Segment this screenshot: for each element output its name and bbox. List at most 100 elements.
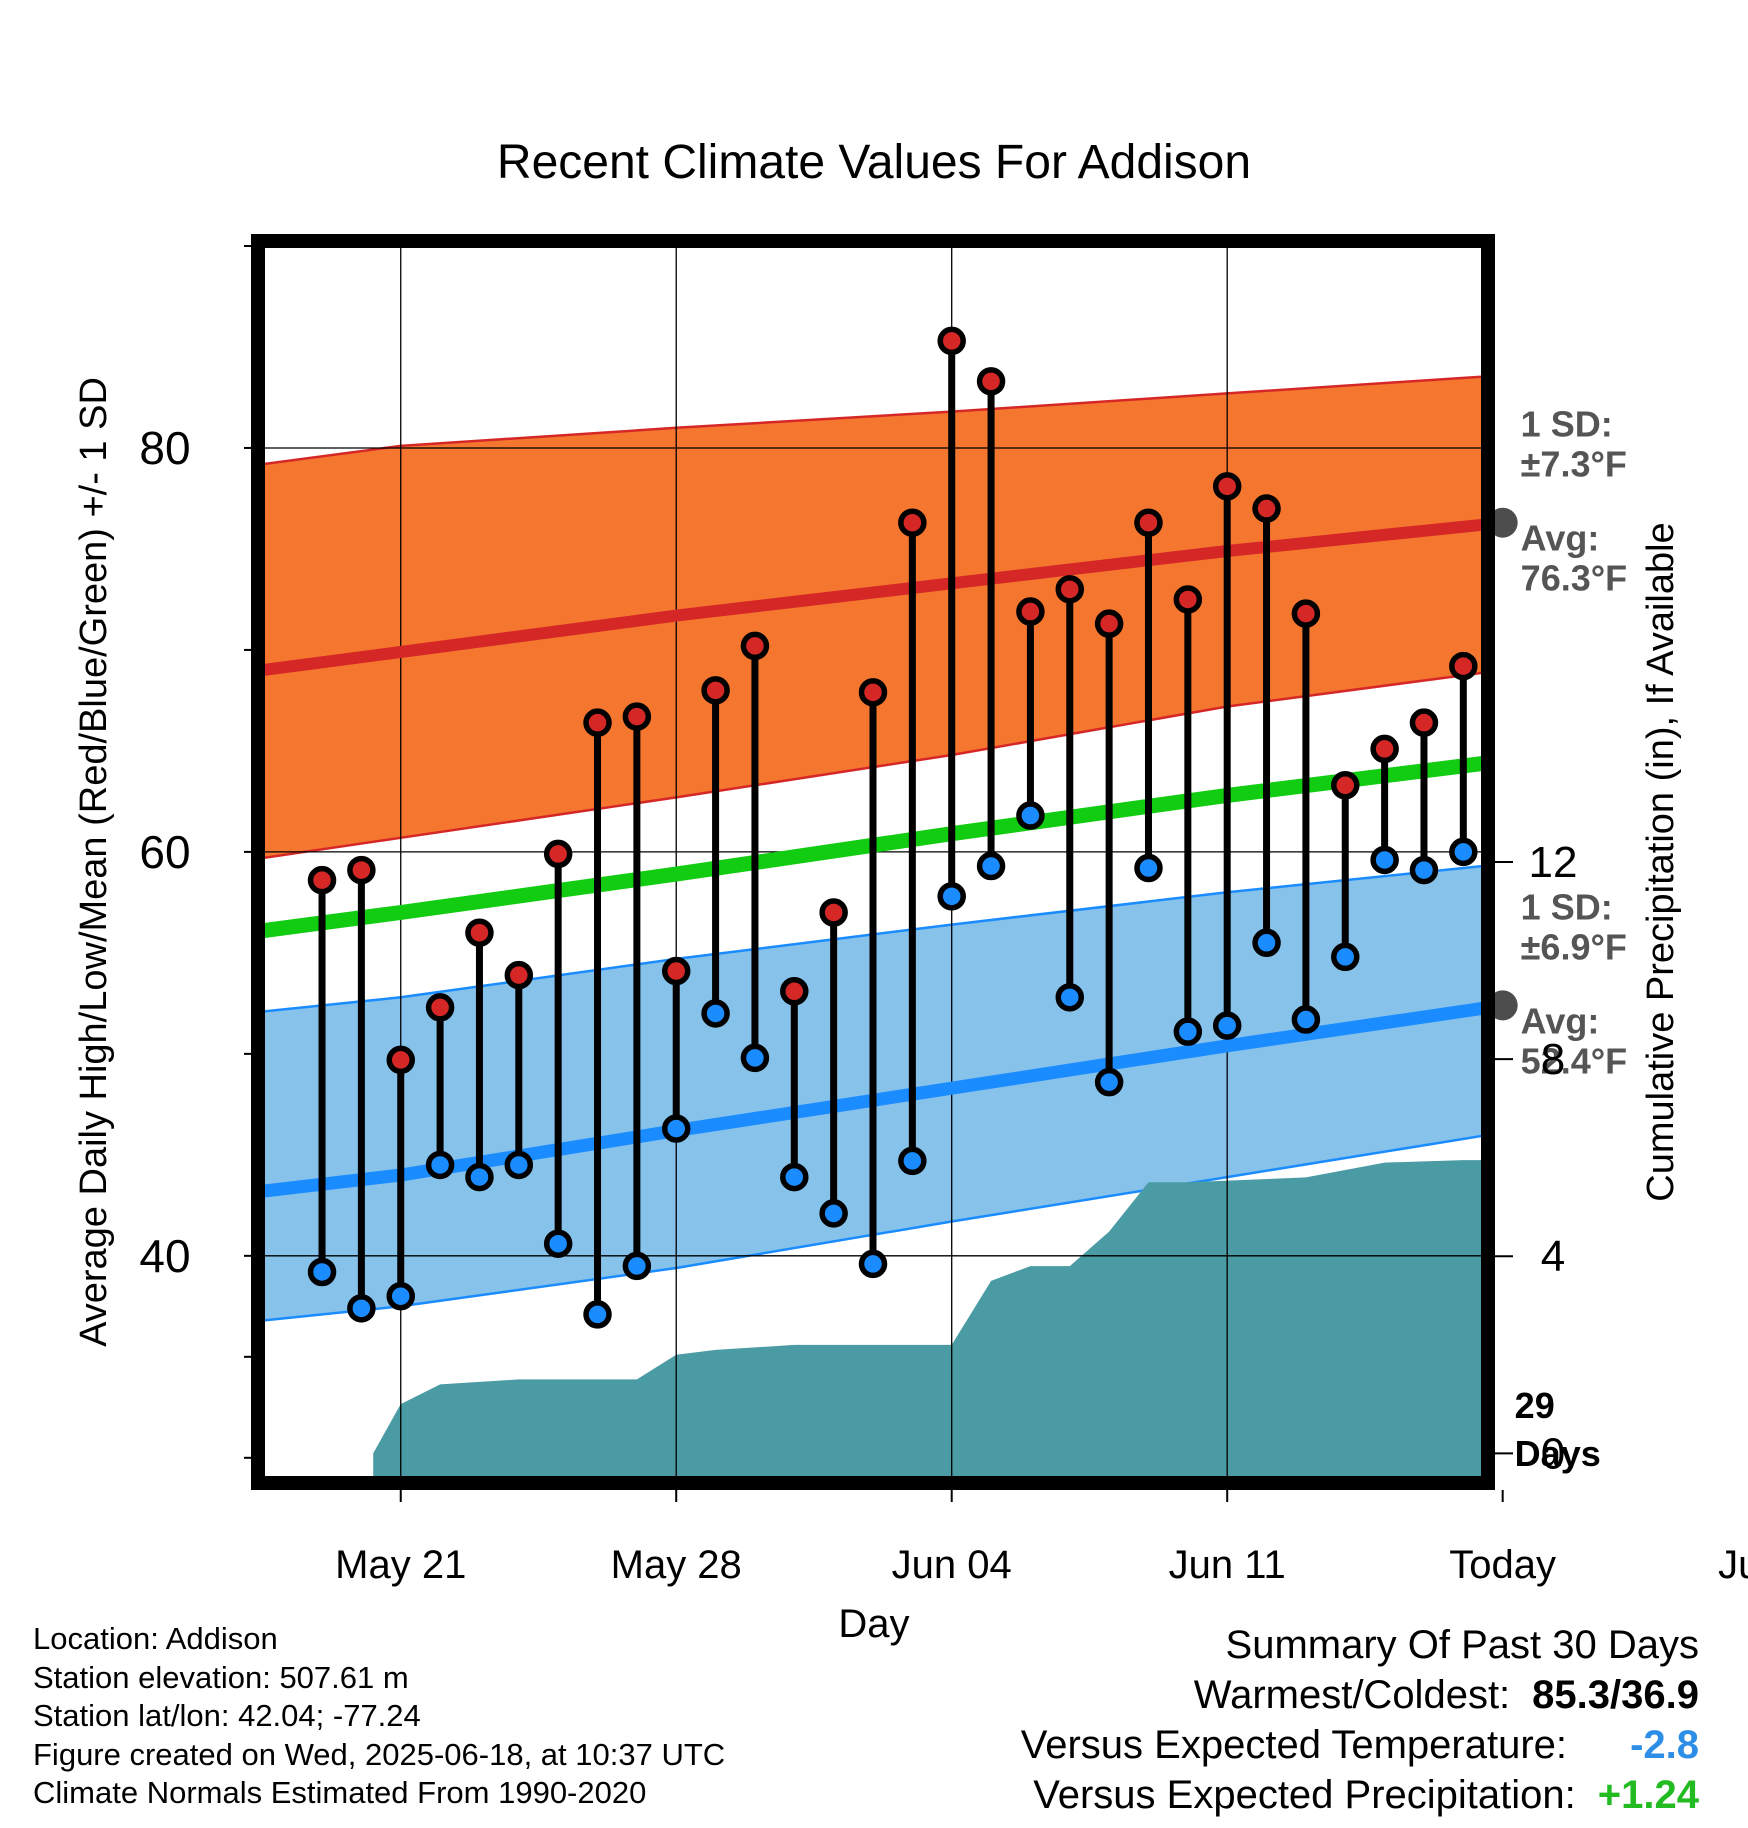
daily-low-point (1252, 928, 1281, 958)
daily-high-point (622, 702, 652, 731)
daily-high-point (1370, 734, 1399, 764)
warm-cold-label: Warmest/Coldest: (1193, 1673, 1511, 1717)
temp-value: -2.8 (1630, 1723, 1699, 1767)
daily-low-point (543, 1229, 573, 1258)
y-tick-label: 60 (139, 826, 190, 878)
days-label: Days (1515, 1433, 1601, 1474)
daily-high-point (1173, 585, 1203, 614)
daily-low-point (1409, 855, 1439, 885)
precip-row: Versus Expected Precipitation: +1.24 (1021, 1770, 1699, 1820)
daily-low-point (937, 882, 966, 911)
today-high-avg-marker (1487, 507, 1518, 538)
daily-low-point (976, 851, 1006, 881)
daily-high-point (425, 993, 455, 1022)
x-tick-label: May 21 (335, 1543, 466, 1587)
y2-tick-label: 4 (1541, 1232, 1565, 1281)
high-sd-value: ±7.3°F (1521, 444, 1627, 485)
station-info: Location: Addison Station elevation: 507… (33, 1620, 725, 1813)
daily-high-point (976, 367, 1006, 396)
daily-low-point (1291, 1005, 1321, 1034)
y2-tick-label: 0 (1541, 1429, 1565, 1478)
y2-tick-label: 12 (1529, 838, 1578, 887)
mean-avg-line (263, 755, 1483, 939)
daily-low-point (1055, 983, 1085, 1012)
warm-cold-row: Warmest/Coldest: 85.3/36.9 (1021, 1670, 1699, 1720)
x-tick-label: Jun 11 (1169, 1543, 1286, 1587)
daily-low-point (898, 1146, 927, 1176)
high-sd-title: 1 SD: (1521, 404, 1613, 445)
low-sd-title: 1 SD: (1521, 886, 1613, 927)
y-axis-label: Average Daily High/Low/Mean (Red/Blue/Gr… (73, 377, 115, 1347)
daily-low-point (307, 1257, 337, 1287)
daily-high-point (937, 326, 966, 356)
daily-low-point (1094, 1067, 1124, 1097)
daily-high-point (386, 1045, 415, 1075)
daily-high-point (1291, 599, 1321, 628)
created-text: Figure created on Wed, 2025-06-18, at 10… (33, 1736, 726, 1772)
daily-high-point (1134, 508, 1163, 537)
daily-high-point (465, 918, 494, 947)
high-avg-value: 76.3°F (1521, 558, 1627, 599)
daily-high-point (1055, 575, 1085, 604)
daily-high-point (780, 977, 809, 1006)
daily-low-point (465, 1162, 494, 1192)
temp-row: Versus Expected Temperature: -2.8 (1021, 1720, 1699, 1770)
normals-text: Climate Normals Estimated From 1990-2020 (33, 1775, 647, 1810)
plot-frame (251, 234, 1495, 1490)
y-tick-label: 40 (139, 1230, 190, 1282)
daily-low-point (1173, 1017, 1203, 1046)
x-tick-label: May 28 (611, 1543, 742, 1587)
low-avg-value: 52.4°F (1521, 1040, 1627, 1081)
daily-high-point (1252, 494, 1281, 523)
daily-high-point (1449, 651, 1478, 681)
today-low-avg-marker (1487, 990, 1518, 1021)
daily-high-point (307, 865, 337, 895)
daily-low-point (1016, 801, 1045, 830)
daily-low-point (1134, 853, 1163, 883)
high-avg-line (263, 518, 1483, 677)
high-avg-title: Avg: (1521, 518, 1600, 559)
daily-low-point (1212, 1011, 1242, 1040)
days-count-label: 29 (1515, 1385, 1555, 1426)
temp-label: Versus Expected Temperature: (1020, 1723, 1567, 1767)
y2-axis-label: Cumulative Precipitation (in), If Availa… (1640, 522, 1682, 1201)
elevation-text: Station elevation: 507.61 m (33, 1659, 409, 1695)
latlon-text: Station lat/lon: 42.04; -77.24 (33, 1698, 421, 1733)
daily-high-point (740, 631, 770, 661)
daily-high-point (347, 855, 376, 885)
daily-low-point (661, 1114, 691, 1143)
x-tick-label: Jun 04 (892, 1543, 1012, 1587)
low-sd-value: ±6.9°F (1521, 926, 1627, 967)
chart-title: Recent Climate Values For Addison (497, 136, 1251, 189)
daily-low-point (504, 1150, 534, 1180)
daily-low-point (1331, 942, 1360, 972)
daily-high-point (1212, 472, 1242, 501)
daily-low-point (583, 1300, 612, 1329)
daily-high-point (819, 898, 848, 927)
daily-low-point (701, 999, 730, 1028)
low-avg-title: Avg: (1521, 1000, 1600, 1041)
daily-high-point (1094, 609, 1124, 638)
daily-low-point (622, 1251, 652, 1281)
daily-high-point (543, 839, 573, 869)
daily-low-point (858, 1249, 888, 1279)
location-text: Location: Addison (33, 1621, 278, 1656)
daily-low-point (425, 1150, 455, 1180)
x-tick-label: Today (1449, 1543, 1556, 1587)
daily-low-point (1449, 837, 1478, 867)
precip-area (373, 1160, 1483, 1478)
daily-high-point (583, 708, 612, 737)
y-tick-label: 80 (139, 422, 190, 474)
daily-high-point (1409, 708, 1439, 737)
daily-high-point (1016, 597, 1045, 626)
daily-low-point (347, 1294, 376, 1323)
daily-high-point (701, 676, 730, 705)
daily-high-point (858, 678, 888, 707)
precip-value: +1.24 (1597, 1773, 1699, 1817)
x-tick-label: Jun 25 (1718, 1543, 1748, 1587)
daily-high-point (1331, 771, 1360, 800)
y2-tick-label: 8 (1541, 1035, 1565, 1084)
daily-low-point (1370, 845, 1399, 875)
